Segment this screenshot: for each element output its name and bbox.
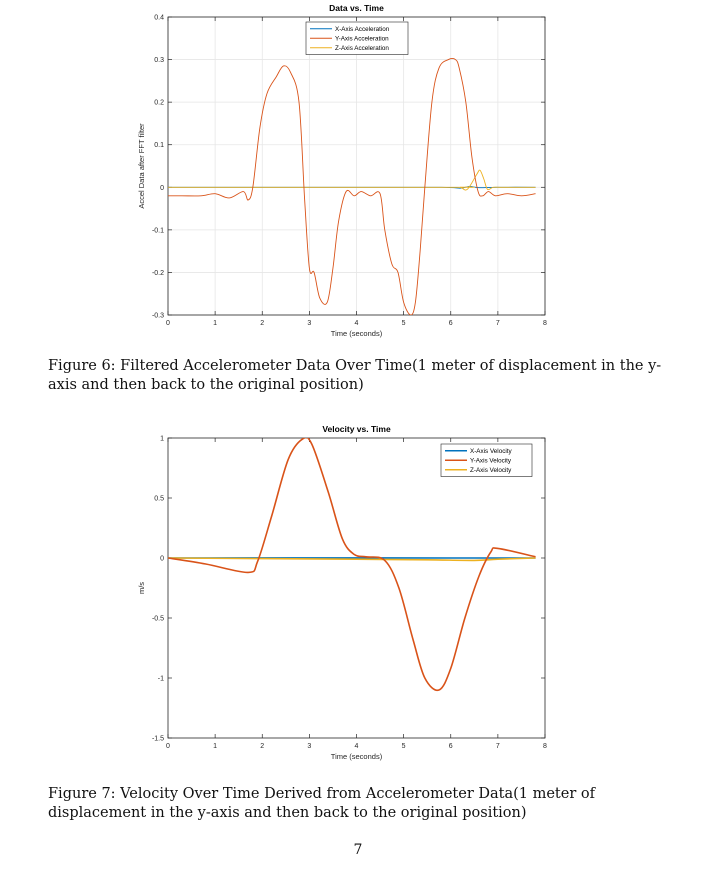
x-axis-label: Time (seconds) [331,752,383,761]
legend-label: Y-Axis Velocity [470,457,512,464]
accel-chart: 0 1 2 3 4 5 6 7 8 -0.3 -0.2 -0.1 0 0.1 0.2 0.3 0.4 Data v… [137,3,547,338]
x-tick-label: 4 [355,743,359,750]
x-tick-label: 8 [543,320,547,327]
x-tick-label: 7 [496,743,500,750]
y-axis-label: Accel Data after FFT filter [137,123,146,209]
x-tick-label: 2 [260,320,264,327]
series-group [168,58,536,315]
series-line-y-axis-velocity [168,438,536,692]
y-tick-label: -0.3 [152,313,164,320]
series-line-z-axis-acceleration [168,169,536,191]
y-tick-label: 0.1 [154,142,164,149]
legend-label: Y-Axis Acceleration [335,35,389,42]
x-tick-label: 7 [496,320,500,327]
x-tick-label: 0 [166,320,170,327]
x-tick-label: 3 [307,743,311,750]
chart-title: Velocity vs. Time [322,424,391,434]
y-tick-label: 0.5 [154,496,164,503]
chart-title: Data vs. Time [329,3,384,13]
x-tick-label: 5 [402,320,406,327]
x-tick-label: 8 [543,743,547,750]
y-tick-label: -0.1 [152,227,164,234]
legend-label: Z-Axis Velocity [470,467,512,474]
x-tick-label: 2 [260,743,264,750]
legend-label: Z-Axis Acceleration [335,45,389,52]
legend-label: X-Axis Acceleration [335,26,390,33]
series-line-z-axis-velocity [168,557,536,562]
y-axis-label: m/s [137,582,146,594]
plot-area [168,438,545,738]
series-line-y-axis-acceleration [168,58,536,315]
x-tick-label: 1 [213,320,217,327]
x-tick-label: 6 [449,743,453,750]
y-tick-label: 1 [160,436,164,443]
x-tick-label: 5 [402,743,406,750]
figure6-caption: Figure 6: Filtered Accelerometer Data Ov… [48,358,662,393]
x-tick-label: 3 [307,320,311,327]
x-tick-label: 0 [166,743,170,750]
x-tick-label: 4 [355,320,359,327]
y-tick-label: 0 [160,556,164,563]
velocity-chart: 0 1 2 3 4 5 6 7 8 -1.5 -1 -0.5 0 0.5 1 Velocity vs. Tim… [137,424,547,761]
y-tick-label: 0.4 [154,15,164,22]
y-tick-label: 0.3 [154,57,164,64]
y-tick-label: -1 [158,676,164,683]
y-tick-label: 0.2 [154,100,164,107]
x-tick-label: 6 [449,320,453,327]
legend-label: X-Axis Velocity [470,448,512,455]
page-number: 7 [353,842,363,858]
legend: X-Axis Acceleration Y-Axis Acceleration Z-… [305,21,409,55]
x-axis-label: Time (seconds) [331,329,383,338]
x-tick-label: 1 [213,743,217,750]
figure7-caption: Figure 7: Velocity Over Time Derived fro… [48,786,595,821]
series-group [168,438,536,692]
legend: X-Axis Velocity Y-Axis Velocity Z-Axis Vel… [440,443,533,477]
y-tick-label: -0.5 [152,616,164,623]
y-tick-label: -0.2 [152,270,164,277]
y-tick-label: 0 [160,185,164,192]
y-tick-label: -1.5 [152,736,164,743]
